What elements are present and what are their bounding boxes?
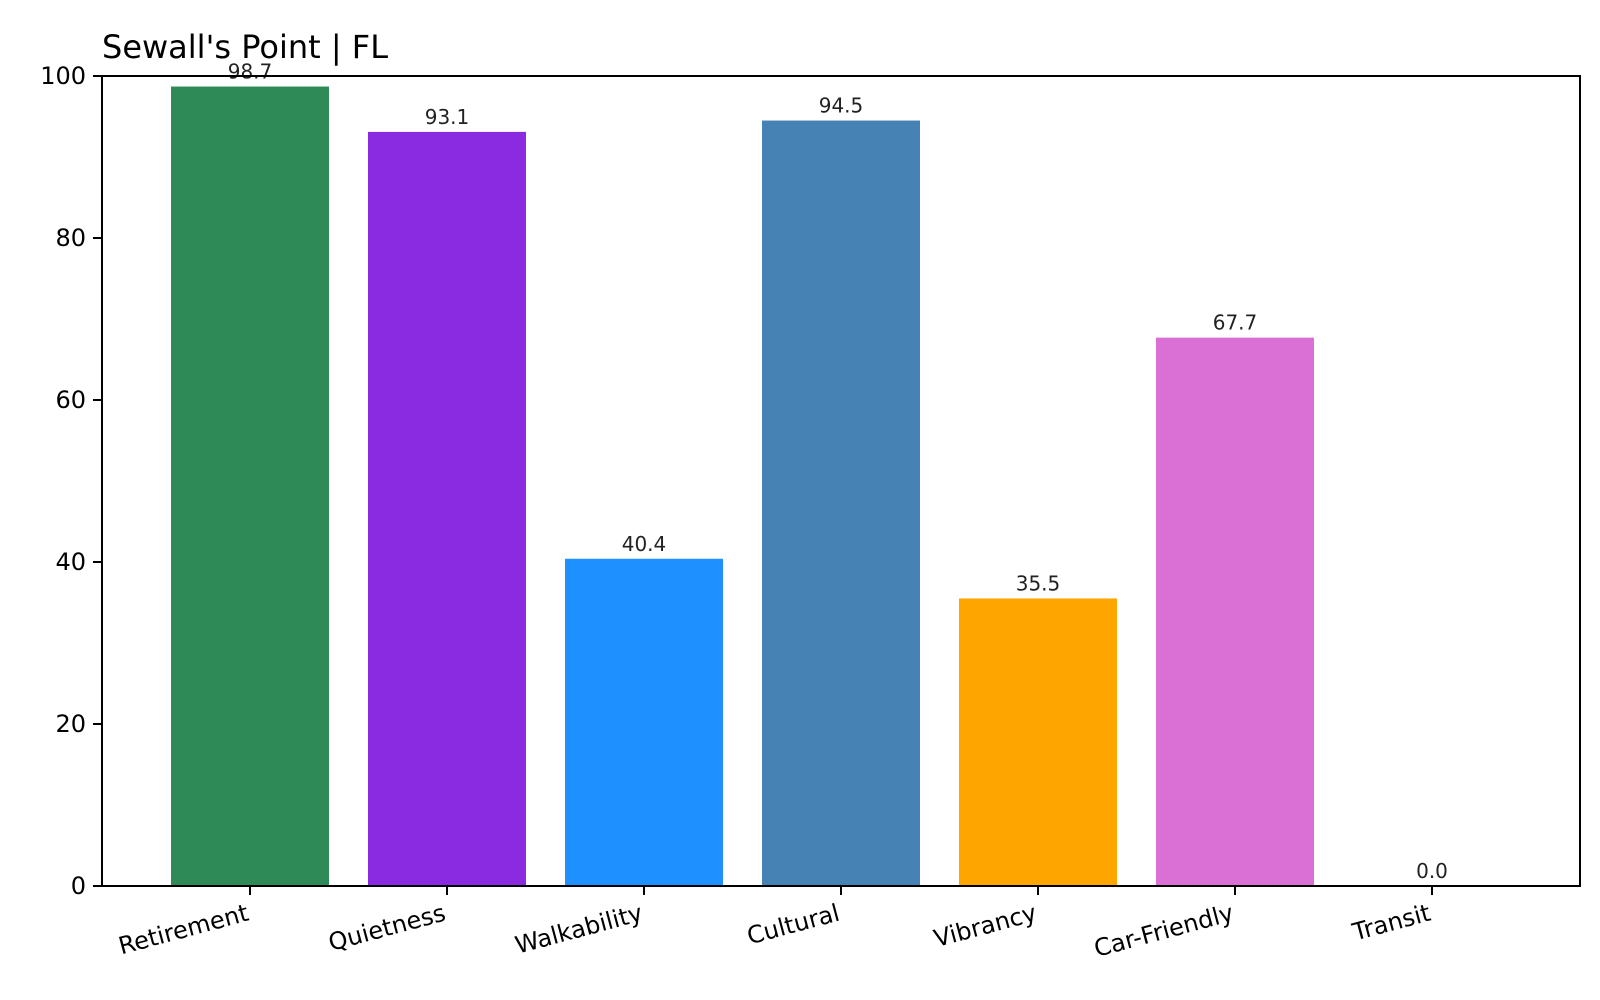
x-tick-label: Car-Friendly	[1091, 899, 1237, 963]
y-tick-label: 60	[55, 386, 86, 414]
x-tick-label: Cultural	[744, 899, 843, 951]
x-tick-label: Walkability	[512, 899, 645, 960]
bar-vibrancy	[959, 598, 1117, 886]
bar-cultural	[762, 120, 920, 887]
bar-retirement	[171, 86, 329, 886]
bar-value-label: 94.5	[819, 94, 864, 118]
chart-title: Sewall's Point | FL	[102, 28, 388, 66]
x-tick-label: Transit	[1349, 899, 1434, 947]
value-labels-layer: 98.7 93.1 40.4 94.5 35.5 67.7 0.0	[228, 60, 1448, 883]
x-axis: Retirement Quietness Walkability Cultural Vi…	[116, 886, 1434, 963]
x-tick-label: Quietness	[325, 899, 448, 957]
bar-value-label: 0.0	[1416, 859, 1448, 883]
bar-value-label: 67.7	[1213, 311, 1258, 335]
bar-value-label: 40.4	[622, 532, 667, 556]
bar-walkability	[565, 558, 723, 886]
bar-value-label: 35.5	[1016, 571, 1061, 595]
y-tick-label: 100	[40, 62, 86, 90]
bars-layer	[171, 86, 1314, 887]
y-tick-label: 20	[55, 710, 86, 738]
x-tick-label: Retirement	[116, 899, 252, 961]
y-tick-label: 0	[71, 872, 86, 900]
bar-value-label: 93.1	[425, 105, 470, 129]
x-tick-label: Vibrancy	[931, 899, 1040, 953]
bar-quietness	[368, 131, 526, 886]
y-tick-label: 40	[55, 548, 86, 576]
y-tick-label: 80	[55, 224, 86, 252]
bar-value-label: 98.7	[228, 60, 273, 84]
bar-car-friendly	[1156, 337, 1314, 886]
y-axis: 0 20 40 60 80 100	[40, 62, 102, 900]
